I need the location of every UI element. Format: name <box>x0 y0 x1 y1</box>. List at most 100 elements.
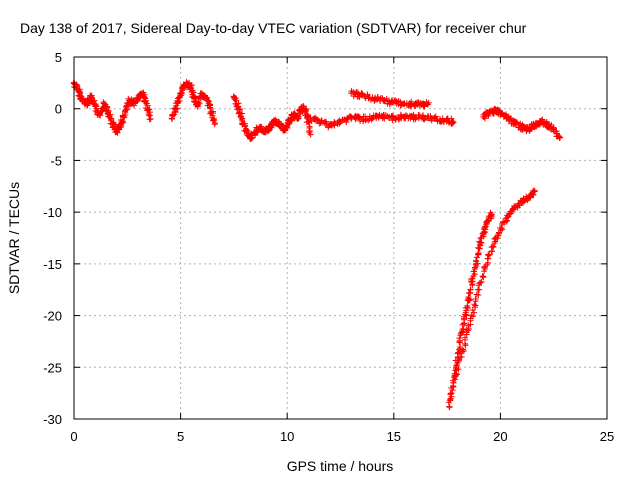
data-point <box>120 114 127 121</box>
y-tick-label: -15 <box>43 257 62 272</box>
x-tick-label: 20 <box>493 429 507 444</box>
data-point <box>480 273 487 280</box>
data-point <box>381 115 388 122</box>
data-point <box>487 209 494 216</box>
data-point <box>450 119 457 126</box>
data-point <box>458 353 465 360</box>
data-point <box>504 214 511 221</box>
data-point <box>382 112 389 119</box>
data-point <box>424 101 431 108</box>
data-point <box>449 118 456 125</box>
data-point <box>471 271 478 278</box>
data-point <box>459 346 466 353</box>
data-point <box>478 278 485 285</box>
data-point <box>499 226 506 233</box>
y-axis-label: SDTVAR / TECUs <box>6 182 22 294</box>
data-point <box>498 225 505 232</box>
data-point <box>469 275 476 282</box>
x-tick-label: 15 <box>387 429 401 444</box>
data-point <box>421 116 428 123</box>
x-tick-label: 25 <box>600 429 614 444</box>
data-point <box>446 404 453 411</box>
data-point <box>506 116 513 123</box>
data-point <box>113 129 120 136</box>
data-point <box>472 257 479 264</box>
data-point <box>486 251 493 258</box>
data-point <box>447 390 454 397</box>
data-point <box>314 116 321 123</box>
data-point <box>514 119 521 126</box>
data-point <box>453 370 460 377</box>
data-point <box>347 113 354 120</box>
data-point <box>471 301 478 308</box>
data-point <box>484 218 491 225</box>
data-point <box>475 292 482 299</box>
chart-title: Day 138 of 2017, Sidereal Day-to-day VTE… <box>20 20 527 36</box>
y-tick-label: -10 <box>43 205 62 220</box>
data-point <box>204 97 211 104</box>
x-axis-label: GPS time / hours <box>287 458 394 474</box>
plot-frame <box>73 56 608 420</box>
data-point <box>295 113 302 120</box>
x-tick-label: 0 <box>70 429 77 444</box>
data-point <box>465 325 472 332</box>
series-arc-3 <box>230 93 314 142</box>
data-point <box>192 95 199 102</box>
data-point <box>146 112 153 119</box>
data-point <box>174 105 181 112</box>
data-point <box>462 334 468 341</box>
y-tick-label: -20 <box>43 309 62 324</box>
data-point <box>296 107 303 114</box>
data-point <box>449 387 456 394</box>
data-point <box>462 342 469 349</box>
data-point <box>196 100 203 107</box>
data-point <box>557 134 564 141</box>
data-point <box>262 128 269 135</box>
data-point <box>489 243 496 250</box>
series-arc-4 <box>305 111 457 131</box>
data-point <box>210 116 217 123</box>
data-point <box>147 116 154 123</box>
data-point <box>283 123 290 130</box>
data-point <box>450 379 457 386</box>
data-point <box>466 290 473 297</box>
series-arc-2 <box>168 79 219 128</box>
data-point <box>469 313 476 320</box>
data-point <box>241 122 248 129</box>
data-points <box>70 79 564 411</box>
data-point <box>448 390 455 397</box>
data-point <box>474 254 481 261</box>
data-point <box>239 110 246 117</box>
data-point <box>145 111 152 118</box>
y-tick-label: -30 <box>43 412 62 427</box>
data-point <box>211 121 218 128</box>
series-arc-1 <box>70 79 154 136</box>
data-point <box>490 244 497 251</box>
data-point <box>103 107 110 114</box>
data-point <box>455 366 462 373</box>
data-point <box>464 302 471 309</box>
x-tick-label: 5 <box>177 429 184 444</box>
data-point <box>488 211 495 218</box>
data-point <box>307 131 314 138</box>
data-point <box>477 279 484 286</box>
series-arc-6 <box>480 105 564 141</box>
y-tick-label: 0 <box>55 102 62 117</box>
data-point <box>472 295 479 302</box>
data-point <box>479 273 486 280</box>
data-point <box>142 97 149 104</box>
data-point <box>471 264 478 271</box>
data-point <box>480 229 487 236</box>
y-tick-label: -25 <box>43 360 62 375</box>
data-point <box>460 347 467 354</box>
data-point <box>530 187 537 194</box>
data-point <box>459 321 466 328</box>
grid-lines <box>74 57 607 419</box>
data-point <box>374 94 381 101</box>
data-point <box>467 286 474 293</box>
data-point <box>531 188 538 195</box>
data-point <box>188 82 195 89</box>
y-tick-label: 5 <box>55 50 62 65</box>
data-point <box>456 337 463 344</box>
